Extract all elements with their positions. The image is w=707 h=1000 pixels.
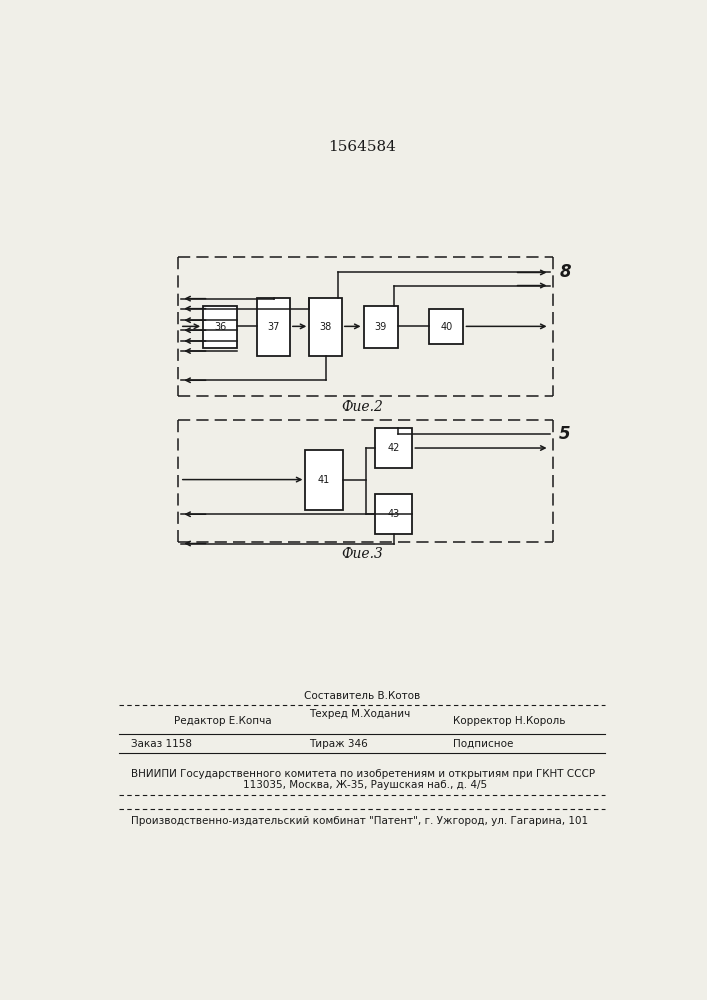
Text: 8: 8 <box>559 263 571 281</box>
Bar <box>375 428 412 468</box>
Bar <box>375 494 412 534</box>
Text: Заказ 1158: Заказ 1158 <box>131 739 192 749</box>
Text: Составитель В.Котов: Составитель В.Котов <box>304 691 420 701</box>
Text: 41: 41 <box>318 475 330 485</box>
Text: Фие.2: Фие.2 <box>341 400 383 414</box>
Bar <box>309 298 341 356</box>
Text: ВНИИПИ Государственного комитета по изобретениям и открытиям при ГКНТ СССР: ВНИИПИ Государственного комитета по изоб… <box>131 769 595 779</box>
Text: 40: 40 <box>440 322 452 332</box>
Text: Корректор Н.Король: Корректор Н.Король <box>452 716 565 726</box>
Text: Фие.3: Фие.3 <box>341 547 383 561</box>
Bar <box>363 306 397 348</box>
Text: 37: 37 <box>267 322 280 332</box>
Text: 42: 42 <box>387 443 400 453</box>
Text: 39: 39 <box>375 322 387 332</box>
Text: 1564584: 1564584 <box>328 140 396 154</box>
Text: 43: 43 <box>387 509 400 519</box>
Text: 38: 38 <box>320 322 332 332</box>
Bar <box>429 309 464 344</box>
Text: 113035, Москва, Ж-35, Раушская наб., д. 4/5: 113035, Москва, Ж-35, Раушская наб., д. … <box>243 780 488 790</box>
Text: Подписное: Подписное <box>452 739 513 749</box>
Text: 36: 36 <box>214 322 226 332</box>
Bar <box>305 450 343 510</box>
Bar <box>203 306 237 348</box>
Text: Тираж 346: Тираж 346 <box>309 739 368 749</box>
Bar <box>257 298 290 356</box>
Text: 5: 5 <box>559 425 571 443</box>
Text: Редактор Е.Копча: Редактор Е.Копча <box>174 716 271 726</box>
Text: Производственно-издательский комбинат "Патент", г. Ужгород, ул. Гагарина, 101: Производственно-издательский комбинат "П… <box>131 816 588 826</box>
Text: Техред М.Ходанич: Техред М.Ходанич <box>309 709 411 719</box>
